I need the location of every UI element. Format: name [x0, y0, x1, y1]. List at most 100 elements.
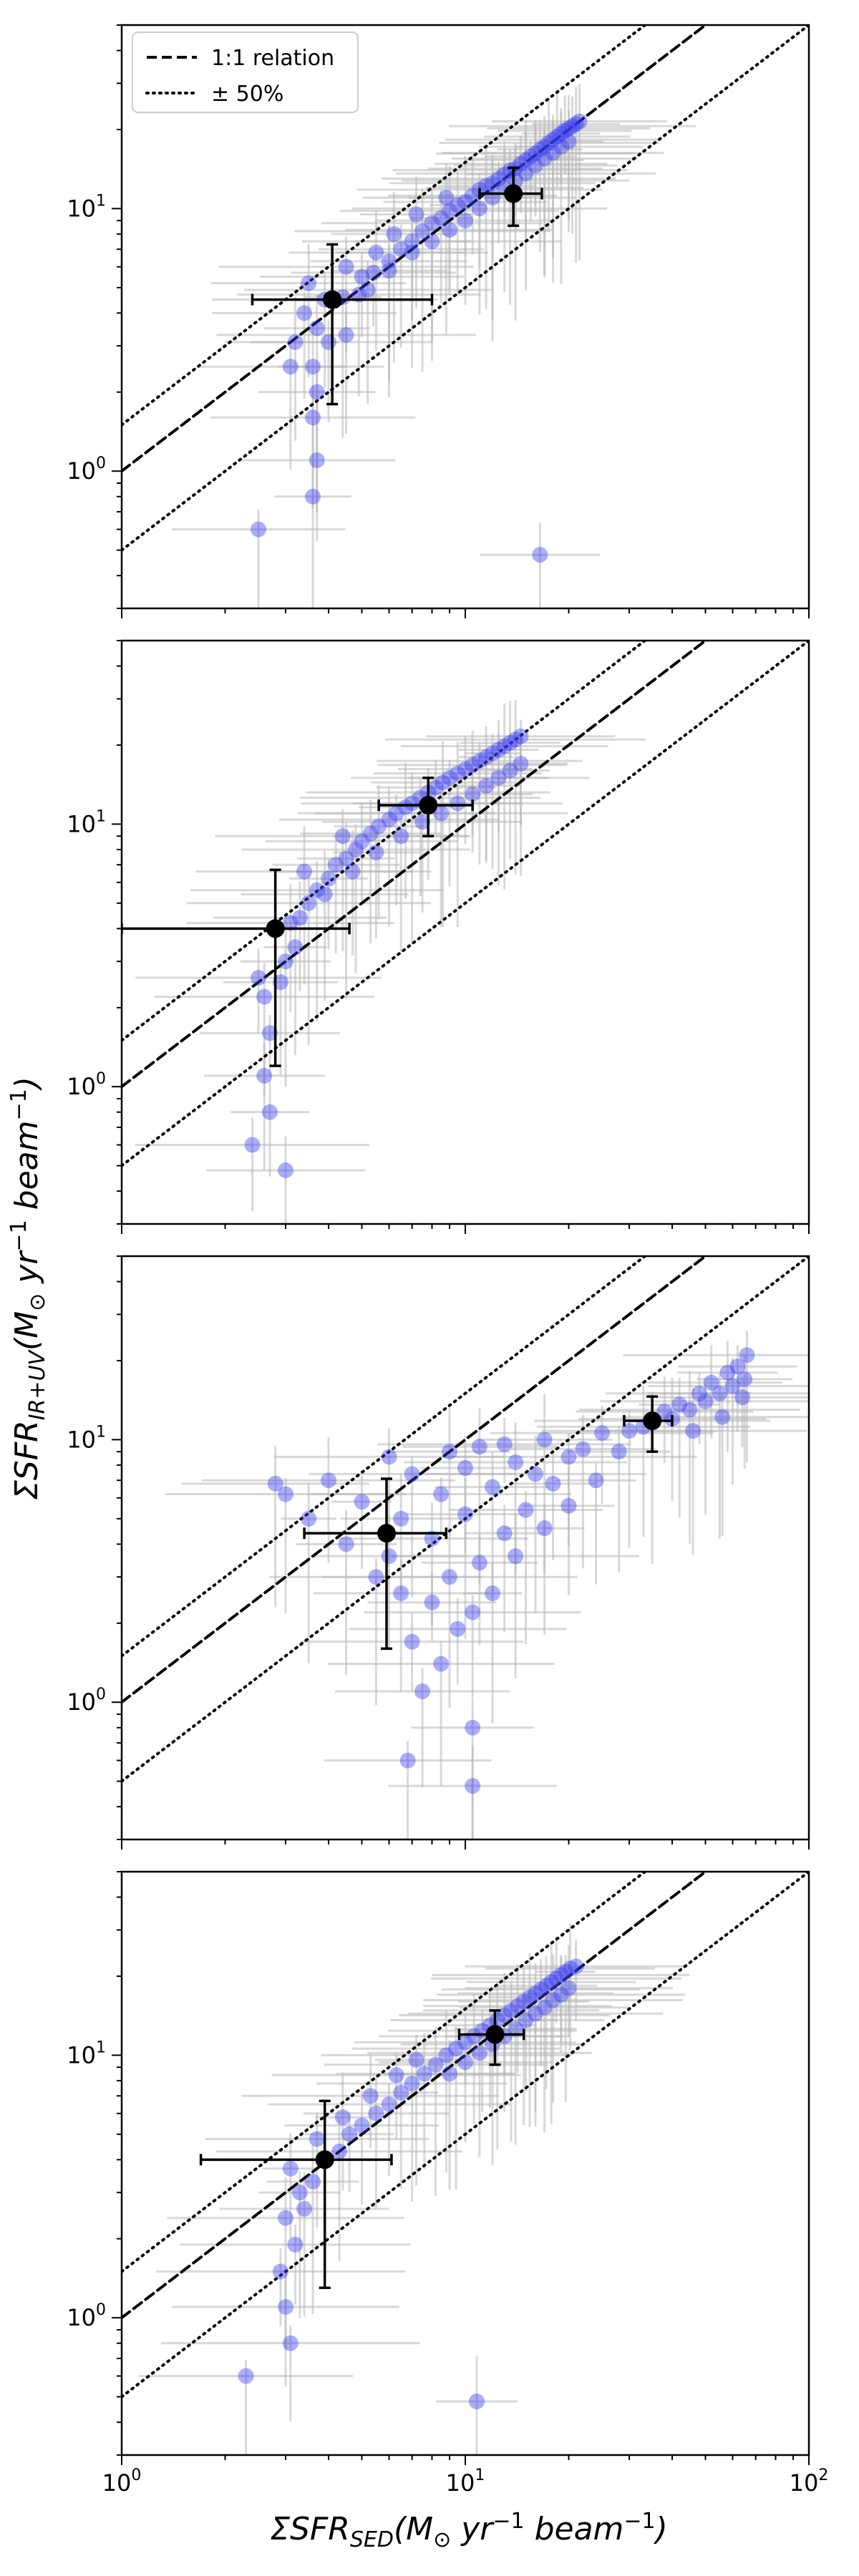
data-point: [408, 206, 424, 223]
data-point: [393, 241, 409, 258]
data-point: [518, 1502, 534, 1518]
data-point: [334, 828, 351, 845]
data-point: [404, 1466, 420, 1482]
y-axis-label: ΣSFRIR+UV(M⊙ yr−1 beam−1): [6, 1076, 50, 1500]
plus-fifty-line: [122, 25, 648, 427]
data-point: [338, 258, 354, 275]
data-point: [414, 814, 431, 830]
data-point: [691, 1385, 707, 1401]
data-point: [478, 749, 495, 765]
data-point: [424, 233, 440, 250]
data-point: [568, 116, 584, 132]
data-point: [338, 327, 354, 344]
legend: 1:1 relation ± 50%: [132, 31, 359, 113]
data-point: [719, 1364, 736, 1381]
data-point: [560, 1980, 577, 1996]
data-point: [244, 1137, 261, 1153]
data-point: [442, 769, 458, 786]
data-point: [450, 197, 466, 213]
data-point: [478, 777, 495, 794]
data-point: [305, 2174, 321, 2190]
data-point: [442, 1444, 458, 1460]
data-point: [508, 172, 524, 189]
data-point: [527, 157, 543, 174]
data-point: [331, 2143, 348, 2159]
data-point: [465, 1778, 481, 1794]
data-point: [301, 895, 317, 911]
highlight-marker: [504, 184, 523, 203]
data-point: [681, 1401, 698, 1418]
data-point: [508, 1454, 524, 1471]
data-point: [278, 1486, 294, 1502]
data-point: [496, 1525, 513, 1542]
data-point: [553, 138, 569, 155]
data-point: [442, 203, 458, 219]
data-point: [568, 1958, 584, 1975]
data-point: [408, 2051, 424, 2068]
data-point: [560, 133, 577, 150]
errorbars: [139, 1923, 690, 2455]
data-point: [545, 1992, 561, 2008]
data-point: [354, 1494, 370, 1510]
data-point: [368, 1569, 384, 1585]
data-point: [316, 886, 333, 903]
data-point: [513, 755, 529, 772]
data-point: [309, 2131, 325, 2147]
highlight-marker: [266, 919, 285, 938]
data-point: [527, 1985, 543, 2001]
data-point: [393, 2084, 409, 2101]
panel-4: 100 101 100 101 102: [67, 1870, 828, 2497]
data-point: [457, 2054, 473, 2071]
data-point: [282, 2335, 299, 2351]
scatter-points: [251, 113, 588, 563]
panel-2: 100 101: [67, 639, 810, 1234]
data-point: [490, 170, 507, 187]
data-point: [359, 282, 376, 298]
ticks: [112, 1871, 810, 2465]
data-point: [433, 1656, 450, 1672]
data-point: [543, 1974, 560, 1991]
highlight-marker: [323, 290, 342, 309]
data-point: [424, 1594, 440, 1610]
data-point: [496, 1436, 513, 1452]
ticks: [112, 640, 810, 1234]
data-point: [557, 122, 573, 139]
errorbars: [171, 84, 697, 608]
highlight-marker: [315, 2150, 334, 2169]
data-point: [442, 222, 458, 238]
data-point: [305, 488, 321, 505]
data-point: [448, 2041, 465, 2057]
data-point: [404, 1633, 420, 1650]
data-point: [267, 1475, 283, 1492]
data-point: [471, 200, 487, 217]
data-point: [381, 1449, 397, 1465]
data-point: [490, 769, 507, 786]
data-point: [527, 145, 543, 162]
data-point: [450, 1620, 466, 1637]
data-point: [533, 1981, 549, 1998]
highlight-marker: [377, 1524, 397, 1543]
data-point: [621, 1423, 638, 1439]
highlighted-point-1: [122, 868, 351, 1067]
one-to-one-line: [122, 25, 708, 473]
data-point: [393, 828, 409, 845]
data-point: [697, 1393, 714, 1409]
data-point: [485, 175, 501, 191]
data-point: [433, 805, 450, 822]
data-point: [404, 2075, 420, 2091]
data-point: [465, 188, 481, 204]
highlighted-point-2: [377, 777, 474, 837]
data-point: [381, 812, 397, 828]
data-point: [386, 225, 402, 242]
data-point: [560, 1449, 577, 1465]
data-point: [287, 334, 304, 350]
data-point: [471, 753, 487, 769]
data-point: [485, 1585, 501, 1601]
data-point: [518, 152, 534, 168]
highlighted-point-1: [303, 1477, 448, 1651]
data-point: [714, 1409, 731, 1425]
data-point: [320, 1472, 336, 1489]
data-point: [238, 2368, 254, 2384]
data-point: [438, 190, 455, 206]
data-point: [489, 2012, 505, 2028]
